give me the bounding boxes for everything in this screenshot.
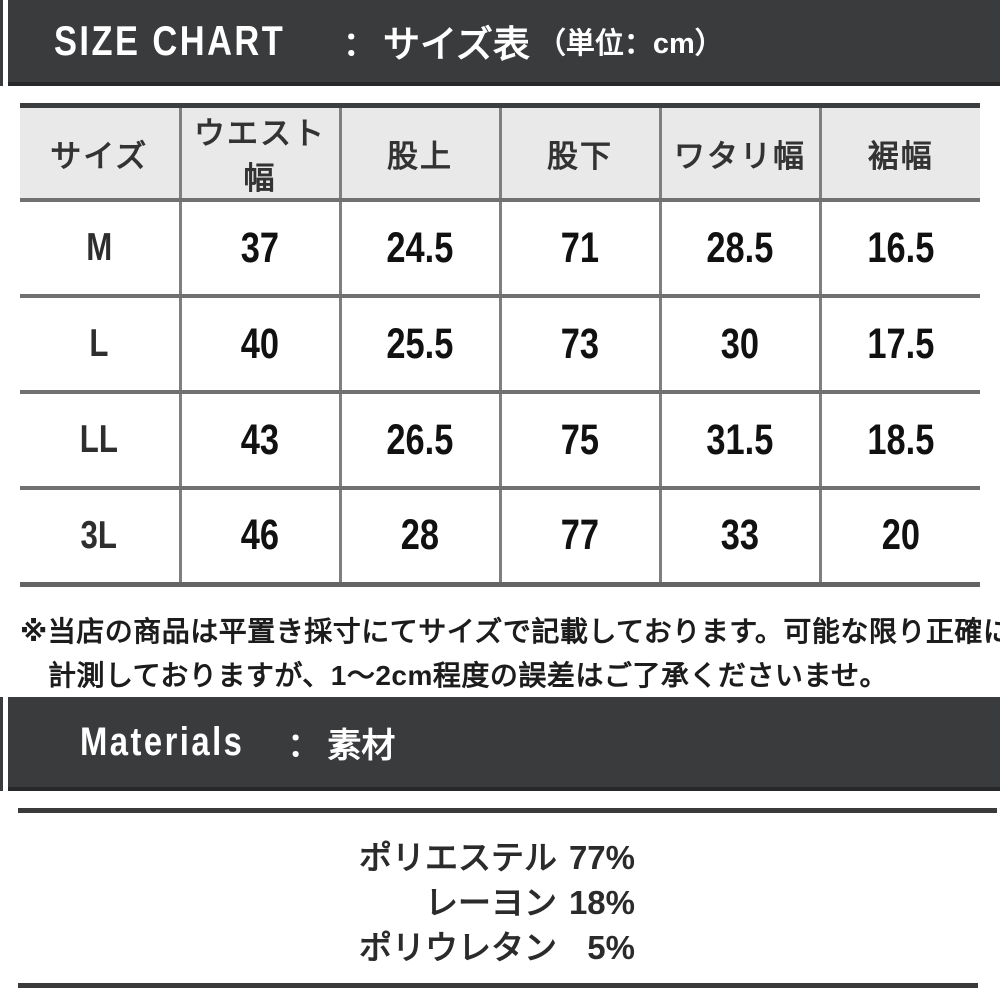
size-chart-title-ja: サイズ表: [383, 24, 530, 65]
column-header-rise: 股上: [338, 105, 500, 200]
measurement-value: 18.5: [867, 415, 935, 464]
materials-header-bar: Materials ： 素材: [0, 697, 1000, 791]
size-label: L: [89, 322, 109, 365]
material-name: ポリエステル: [359, 839, 557, 876]
size-table: サイズ ウエスト幅 股上 股下 ワタリ幅 裾幅 M 37 24.5 71 28.…: [20, 103, 980, 587]
material-item: レーヨン 18%: [18, 880, 635, 925]
size-label: M: [86, 226, 113, 269]
column-header-size: サイズ: [50, 138, 149, 174]
measurement-value: 40: [240, 319, 280, 368]
measurement-value: 24.5: [386, 223, 454, 272]
unit-note: （単位：cm）: [536, 28, 724, 60]
title-separator: ：: [343, 25, 376, 62]
column-header-hem: 裾幅: [818, 105, 980, 200]
measurement-value: 25.5: [386, 319, 454, 368]
title-separator: ：: [287, 726, 321, 763]
materials-list: ポリエステル 77% レーヨン 18% ポリウレタン 5%: [18, 808, 997, 970]
material-name: レーヨン: [425, 884, 557, 921]
material-name: ポリウレタン: [359, 929, 557, 966]
measurement-value: 28.5: [706, 223, 774, 272]
material-percentage: 77%: [568, 839, 635, 876]
measurement-value: 46: [240, 511, 280, 560]
size-label: 3L: [81, 513, 118, 557]
size-chart-header-bar: SIZE CHART ： サイズ表 （単位：cm）: [0, 0, 1000, 86]
size-row-l: L 40 25.5 73 30 17.5: [20, 296, 980, 392]
column-header-thigh: ワタリ幅: [658, 105, 820, 200]
measurement-value: 77: [560, 511, 600, 560]
note-line-2: 計測しておりますが、1〜2cm程度の誤差はご了承くださいませ。: [48, 660, 889, 691]
size-label: LL: [80, 418, 119, 461]
materials-title-ja: 素材: [327, 726, 396, 765]
material-item: ポリエステル 77%: [18, 835, 635, 880]
material-percentage: 5%: [587, 929, 635, 966]
material-percentage: 18%: [568, 884, 635, 921]
measurement-value: 26.5: [386, 415, 454, 464]
measurement-value: 75: [560, 415, 600, 464]
column-header-inseam: 股下: [498, 105, 660, 200]
note-line-1: ※当店の商品は平置き採寸にてサイズで記載しております。可能な限り正確に: [20, 616, 1000, 647]
materials-bottom-rule: [18, 983, 978, 988]
size-table-header-row: サイズ ウエスト幅 股上 股下 ワタリ幅 裾幅: [20, 105, 980, 200]
measurement-value: 30: [720, 319, 760, 368]
materials-title-en: Materials: [80, 719, 245, 764]
measurement-value: 20: [881, 511, 920, 560]
measurement-value: 16.5: [867, 223, 935, 272]
measurement-value: 37: [240, 223, 280, 272]
measurement-value: 28: [400, 511, 440, 560]
measurement-note: ※当店の商品は平置き採寸にてサイズで記載しております。可能な限り正確に 計測して…: [20, 610, 1000, 698]
measurement-value: 71: [560, 223, 600, 272]
size-row-3l: 3L 46 28 77 33 20: [20, 488, 980, 584]
size-chart-title-en: SIZE CHART: [54, 17, 286, 64]
measurement-value: 73: [560, 319, 600, 368]
size-row-ll: LL 43 26.5 75 31.5 18.5: [20, 392, 980, 488]
measurement-value: 33: [720, 511, 760, 560]
material-item: ポリウレタン 5%: [18, 925, 635, 970]
measurement-value: 17.5: [867, 319, 935, 368]
measurement-value: 31.5: [706, 415, 774, 464]
size-row-m: M 37 24.5 71 28.5 16.5: [20, 200, 980, 296]
column-header-waist: ウエスト幅: [178, 105, 340, 200]
measurement-value: 43: [240, 415, 280, 464]
